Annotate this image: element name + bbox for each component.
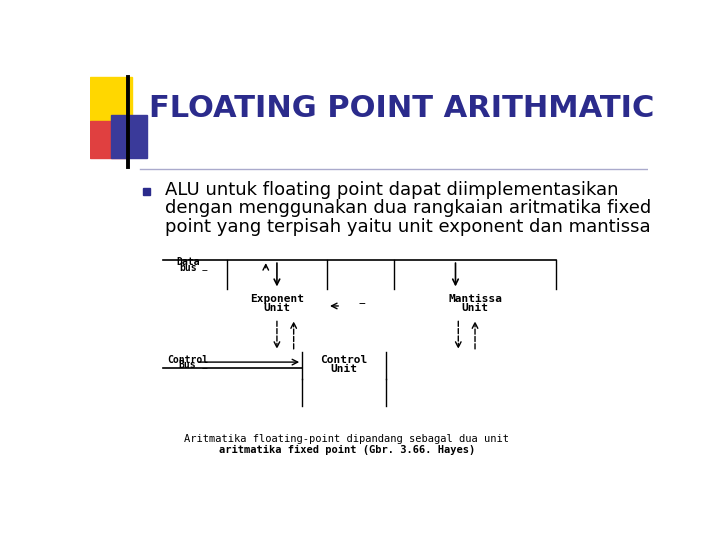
Text: point yang terpisah yaitu unit exponent dan mantissa: point yang terpisah yaitu unit exponent …	[166, 218, 651, 236]
Text: Unit: Unit	[462, 303, 488, 313]
Text: dengan menggunakan dua rangkaian aritmatika fixed: dengan menggunakan dua rangkaian aritmat…	[166, 199, 652, 217]
Text: Unit: Unit	[264, 303, 290, 313]
Bar	[90, 77, 132, 125]
Text: Unit: Unit	[330, 364, 357, 374]
Bar	[90, 121, 126, 158]
Text: −: −	[359, 299, 365, 309]
Bar	[111, 114, 148, 158]
Text: Bus: Bus	[179, 360, 197, 370]
Text: FLOATING POINT ARITHMATIC: FLOATING POINT ARITHMATIC	[148, 94, 654, 123]
Text: −: −	[202, 266, 207, 276]
Text: Control: Control	[320, 355, 367, 365]
Text: Data: Data	[176, 257, 199, 267]
Text: Exponent: Exponent	[250, 294, 304, 304]
Text: bus: bus	[179, 262, 197, 273]
Text: Aritmatika floating-point dipandang sebagal dua unit: Aritmatika floating-point dipandang seba…	[184, 434, 509, 444]
Bar	[143, 188, 150, 195]
Text: −: −	[202, 364, 207, 375]
Text: Control: Control	[167, 355, 208, 365]
Text: aritmatika fixed point (Gbr. 3.66. Hayes): aritmatika fixed point (Gbr. 3.66. Hayes…	[219, 446, 474, 455]
Text: ALU untuk floating point dapat diimplementasikan: ALU untuk floating point dapat diimpleme…	[166, 180, 618, 199]
Text: Mantissa: Mantissa	[448, 294, 502, 304]
